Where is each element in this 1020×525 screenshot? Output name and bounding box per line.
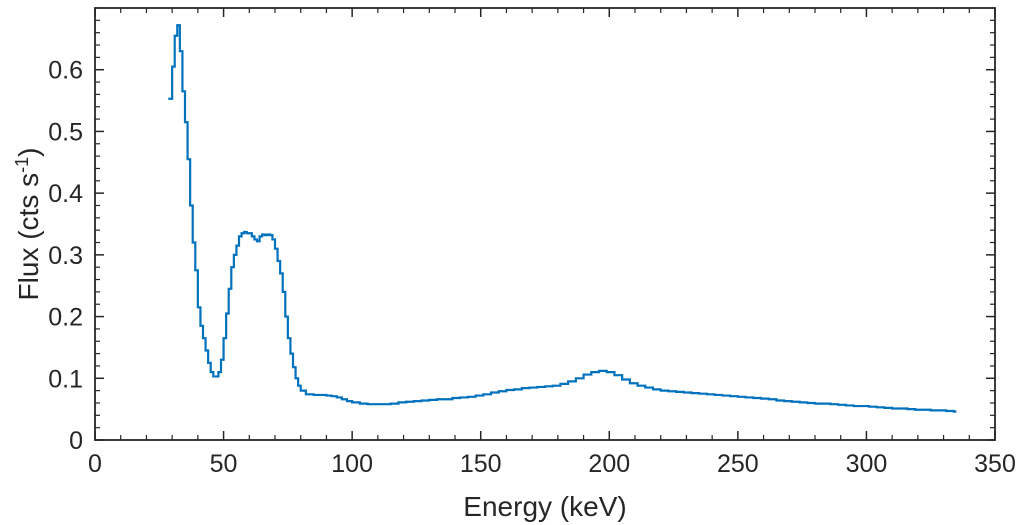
- x-tick-label: 200: [588, 450, 630, 478]
- y-axis-label-close: ): [13, 148, 44, 157]
- x-tick-labels: 0 50 100 150 200 250 300 350: [88, 450, 1016, 478]
- x-tick-label: 50: [210, 450, 238, 478]
- y-tick-label: 0.4: [48, 180, 83, 208]
- x-tick-label: 300: [846, 450, 888, 478]
- minor-ticks: [95, 7, 995, 440]
- y-tick-label: 0.2: [48, 304, 83, 332]
- y-axis-label-superscript: -1: [12, 157, 32, 173]
- x-tick-label: 100: [331, 450, 373, 478]
- y-tick-label: 0.5: [48, 118, 83, 146]
- plot-frame: [94, 7, 996, 441]
- y-tick-label: 0.1: [48, 365, 83, 393]
- y-axis-label: Flux (cts s-1): [12, 148, 44, 301]
- major-ticks: [94, 8, 996, 441]
- y-tick-label: 0.3: [48, 242, 83, 270]
- spectrum-series-line: [168, 24, 957, 413]
- x-tick-label: 0: [88, 450, 102, 478]
- x-axis-label: Energy (keV): [463, 491, 626, 522]
- x-tick-label: 150: [460, 450, 502, 478]
- y-tick-label: 0: [69, 427, 83, 455]
- x-tick-label: 250: [717, 450, 759, 478]
- y-tick-label: 0.6: [48, 57, 83, 85]
- y-axis-label-base: Flux (cts s: [13, 173, 44, 301]
- y-tick-labels: 0 0.1 0.2 0.3 0.4 0.5 0.6: [48, 57, 83, 455]
- x-tick-label: 350: [974, 450, 1016, 478]
